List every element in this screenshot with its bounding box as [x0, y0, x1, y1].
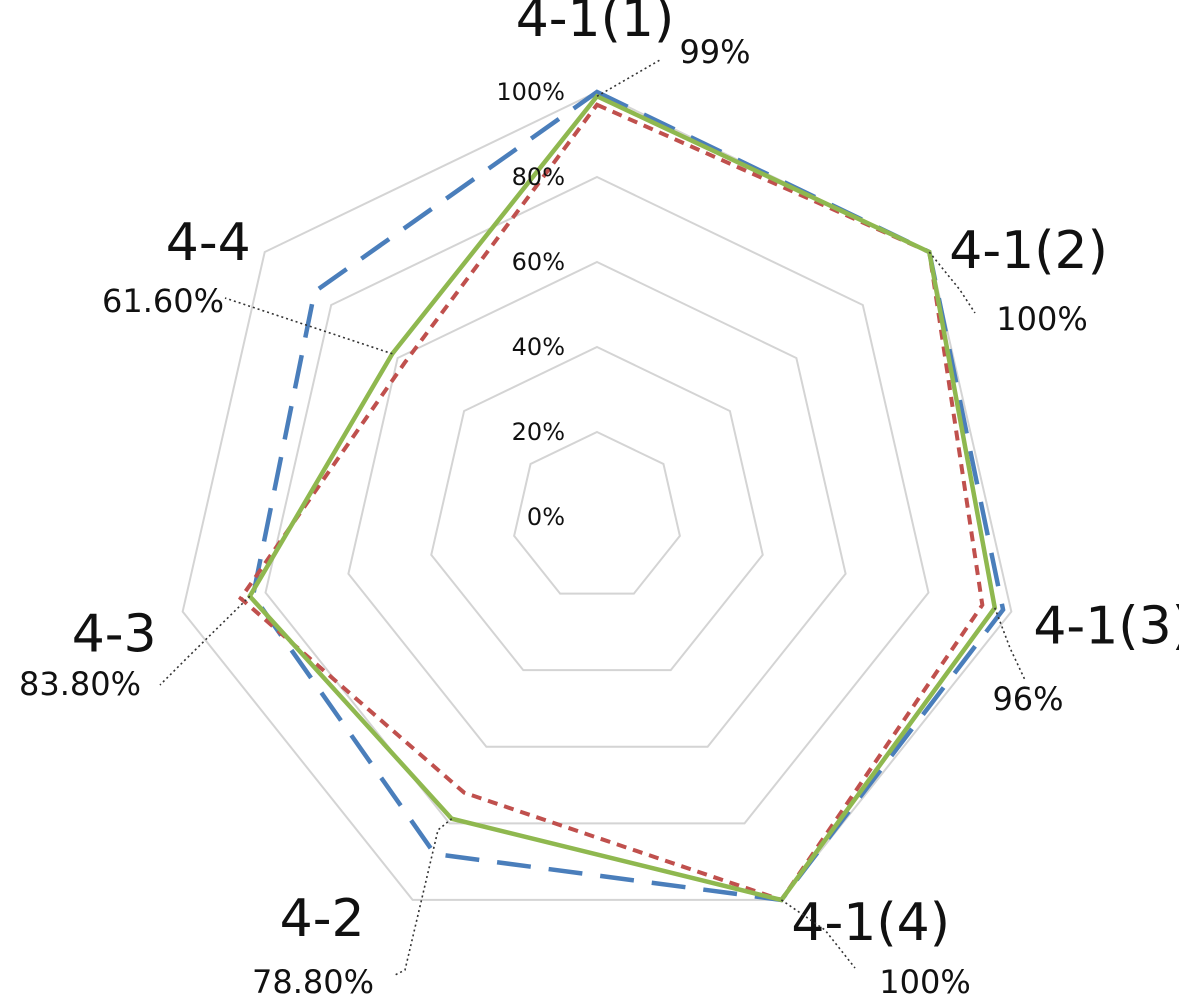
tick-label: 60% — [512, 248, 565, 276]
data-label-layer: 99% 100% 96% 100% 78.80% 83.80% 61.60% — [19, 33, 1088, 1001]
series-layer — [237, 89, 1006, 903]
data-label: 100% — [996, 300, 1087, 338]
tick-label: 20% — [512, 418, 565, 446]
data-label-leader — [394, 818, 453, 976]
grid-ring — [430, 345, 764, 672]
data-label: 61.60% — [102, 282, 224, 320]
axis-label: 4-2 — [280, 889, 365, 949]
data-label-leader — [596, 59, 661, 97]
data-label-leader — [928, 251, 976, 314]
data-label: 100% — [879, 963, 970, 1001]
tick-label: 80% — [512, 163, 565, 191]
data-label: 99% — [679, 33, 750, 71]
data-label: 96% — [992, 680, 1063, 718]
tick-label: 100% — [496, 78, 565, 106]
data-label-leader — [780, 899, 856, 969]
tick-label-layer: 0% 20% 40% 60% 80% 100% — [496, 78, 565, 531]
axis-label-layer: 4-1(1) 4-1(2) 4-1(3) 4-1(4) 4-2 4-3 4-4 — [72, 0, 1179, 953]
axis-label: 4-4 — [166, 213, 251, 273]
grid-ring — [513, 430, 681, 595]
data-label-leader — [159, 595, 251, 686]
series-line — [237, 102, 985, 903]
axis-label: 4-1(1) — [516, 0, 675, 49]
axis-label: 4-1(3) — [1033, 597, 1179, 657]
axis-label: 4-1(4) — [791, 893, 950, 953]
data-label: 78.80% — [252, 963, 374, 1001]
data-label-leader — [224, 297, 393, 355]
grid-ring — [264, 175, 930, 825]
series-line — [247, 93, 998, 903]
tick-label: 0% — [527, 503, 565, 531]
axis-label: 4-3 — [72, 605, 157, 665]
tick-label: 40% — [512, 333, 565, 361]
grid-ring — [347, 260, 847, 748]
data-label: 83.80% — [19, 665, 141, 703]
data-label-leader — [994, 607, 1026, 681]
axis-label: 4-1(2) — [949, 221, 1108, 281]
